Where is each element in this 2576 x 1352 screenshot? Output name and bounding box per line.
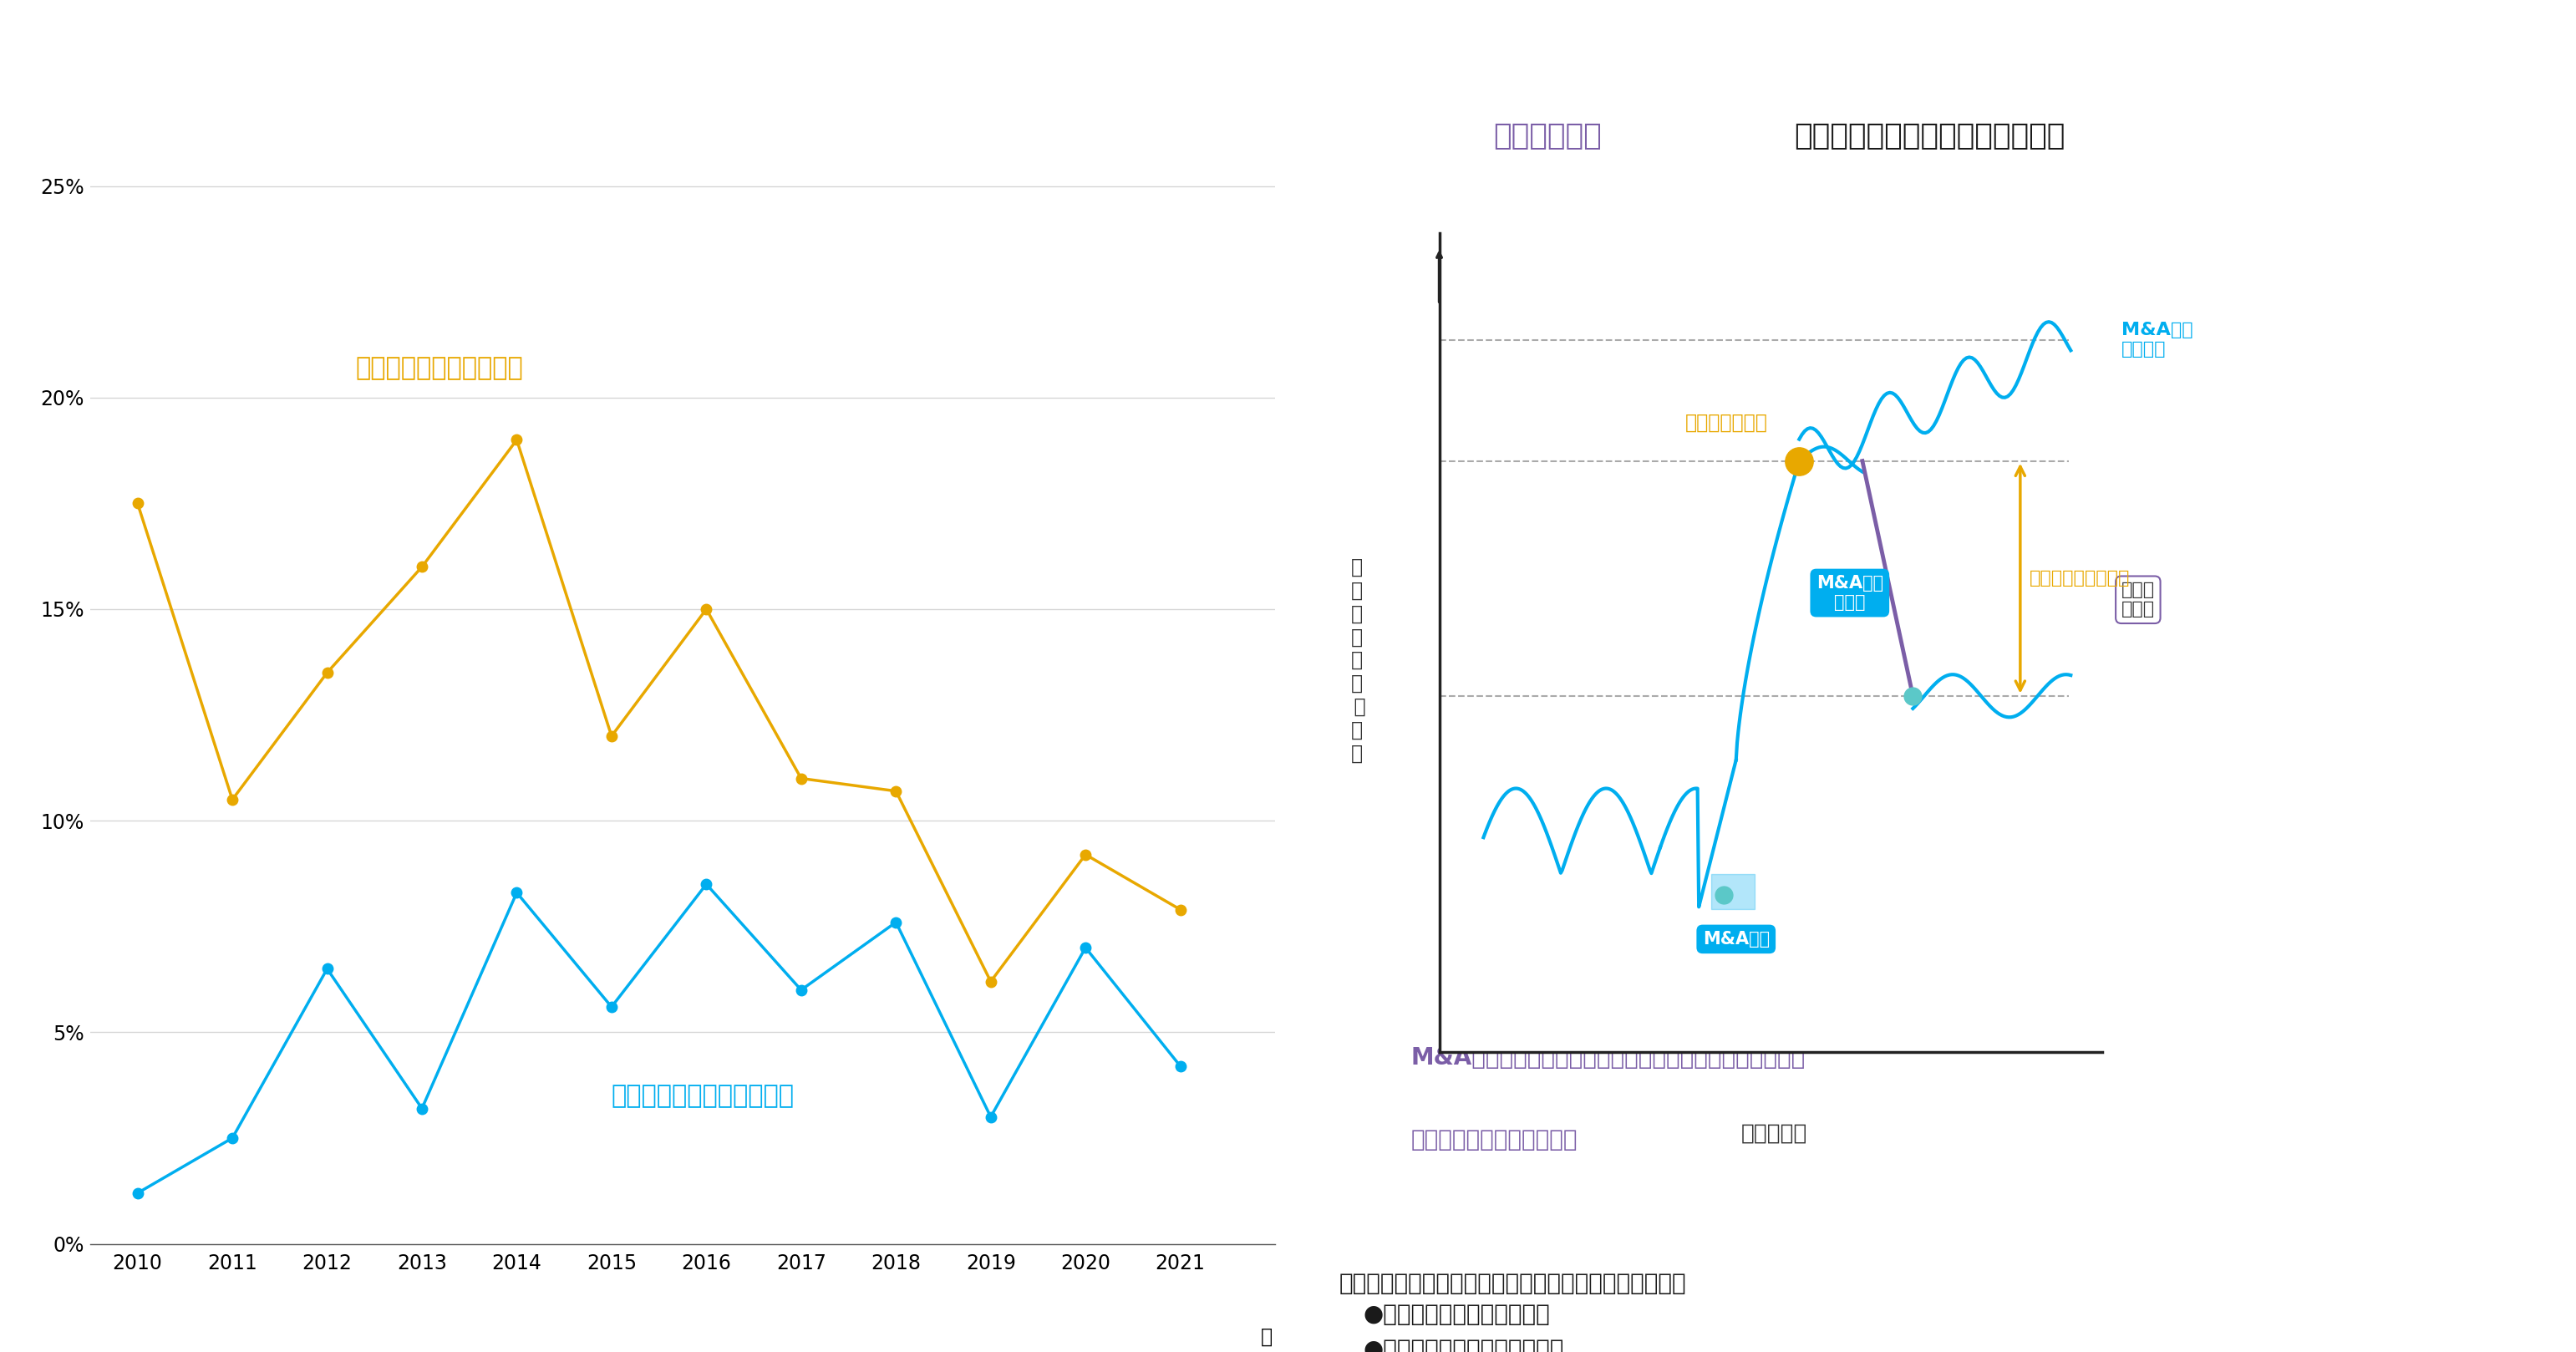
Text: 投資した場合の損失: 投資した場合の損失 (2030, 571, 2130, 587)
Text: M&Aの破談は株価の下落を招くため、当ファンドにとって: M&Aの破談は株価の下落を招くため、当ファンドにとって (1412, 1046, 1806, 1069)
Text: 破談の
ケース: 破談の ケース (2120, 581, 2154, 618)
Text: M&A公表: M&A公表 (1703, 930, 1770, 948)
Text: の買収対象企業の株価のイメージ: の買収対象企業の株価のイメージ (1793, 122, 2066, 150)
Text: 買
収
対
象
企
業
 の
株
価: 買 収 対 象 企 業 の 株 価 (1347, 557, 1365, 764)
Text: 年: 年 (1260, 1326, 1273, 1347)
Text: 市場および当戦略におけるM&Aの破談発生率*: 市場および当戦略におけるM&Aの破談発生率* (1082, 23, 1494, 51)
Text: 当戦略における破談発生率: 当戦略における破談発生率 (611, 1084, 793, 1107)
Text: M&A破談
を発表: M&A破談 を発表 (1816, 575, 1883, 611)
Text: ●買収完了までの期間の延長: ●買収完了までの期間の延長 (1363, 1303, 1551, 1326)
Text: 時間の経過: 時間の経過 (1741, 1124, 1808, 1145)
Text: 市場における破談発生率: 市場における破談発生率 (355, 356, 523, 380)
Text: 当ファンド買付: 当ファンド買付 (1685, 412, 1767, 433)
Text: ●買収価格の引き下げ　　　等: ●買収価格の引き下げ 等 (1363, 1338, 1564, 1352)
Text: 最大のリスクとなります。: 最大のリスクとなります。 (1412, 1128, 1577, 1151)
Text: 破談リスクのほかにも以下のようなリスクがあります。: 破談リスクのほかにも以下のようなリスクがあります。 (1340, 1271, 1685, 1295)
Text: 破談した場合: 破談した場合 (1494, 122, 1602, 150)
Text: M&A完了
のケース: M&A完了 のケース (2120, 322, 2192, 358)
